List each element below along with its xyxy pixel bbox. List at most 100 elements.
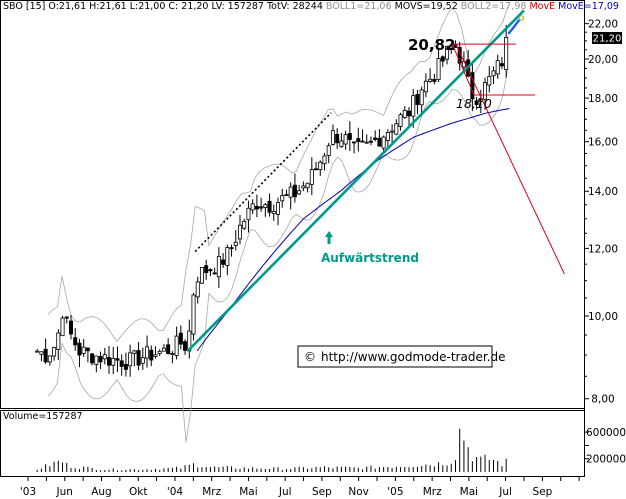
- time-tick-label: Mai: [239, 486, 257, 498]
- arrow-icon: [507, 19, 521, 35]
- candle-body: [183, 341, 188, 351]
- copyright-icon: ©: [304, 350, 316, 364]
- candle-body: [318, 161, 323, 171]
- candle-body: [483, 82, 488, 100]
- candle-body: [170, 353, 175, 355]
- volume-tick-label: 200000: [586, 454, 626, 466]
- candle-body: [119, 360, 124, 367]
- candle-body: [301, 185, 306, 189]
- candle-body: [39, 351, 44, 355]
- candle-body: [356, 138, 361, 143]
- candle-body: [385, 132, 390, 141]
- header-move2: MovE=17,09: [558, 1, 619, 12]
- time-tick-label: '03: [20, 486, 36, 498]
- candle-body: [368, 140, 373, 143]
- time-tick-label: Sep: [532, 486, 552, 498]
- candle-body: [229, 247, 234, 250]
- candle-body: [491, 70, 496, 77]
- price-tick-label: 20,00: [588, 54, 618, 66]
- arrow-head-marker: [518, 15, 525, 21]
- price-tick-label: 14,00: [588, 186, 618, 198]
- candle-body: [474, 100, 479, 105]
- candle-body: [330, 130, 335, 145]
- candle-body: [419, 89, 424, 106]
- candle-body: [242, 221, 247, 229]
- candle-body: [415, 94, 420, 105]
- candle-body: [157, 350, 162, 354]
- volume-tick-label: 600000: [586, 427, 626, 439]
- candle-body: [73, 337, 78, 346]
- candle-body: [284, 194, 289, 196]
- candle-body: [178, 332, 183, 345]
- candle-body: [115, 358, 120, 361]
- candle-body: [267, 200, 272, 213]
- volume-panel-frame: [0, 410, 585, 477]
- candle-body: [402, 110, 407, 118]
- up-arrow-icon: [325, 231, 333, 244]
- header-boll1: BOLL1=21,06: [326, 1, 392, 12]
- candle-body: [377, 137, 382, 147]
- price-tick-label: 12,00: [588, 243, 618, 255]
- candle-body: [128, 352, 133, 367]
- last-price-label: 21,20: [593, 34, 622, 45]
- candle-body: [373, 137, 378, 140]
- candle-body: [153, 354, 158, 357]
- candle-body: [161, 347, 166, 352]
- candle-body: [107, 357, 112, 366]
- time-tick-label: '05: [387, 486, 403, 498]
- candle-body: [77, 342, 82, 356]
- candle-body: [487, 76, 492, 86]
- candle-body: [297, 190, 302, 195]
- candle-body: [504, 36, 509, 70]
- candle-body: [204, 265, 209, 274]
- candle-body: [495, 60, 500, 75]
- candle-body: [56, 332, 61, 350]
- candle-body: [216, 256, 221, 278]
- time-tick-label: '04: [167, 486, 184, 498]
- candle-body: [292, 184, 297, 198]
- target-projection-line: [455, 44, 565, 275]
- header-ohlc: O:21,61 H:21,61 L:21,00 C: 21,20 LV: 157…: [48, 1, 322, 12]
- candle-body: [259, 206, 264, 209]
- last-price-box: [592, 32, 622, 44]
- candle-body: [280, 195, 285, 202]
- candle-body: [68, 320, 73, 335]
- candle-body: [111, 357, 116, 366]
- candle-body: [250, 203, 255, 211]
- time-tick-label: Mrz: [202, 486, 221, 498]
- candle-body: [406, 110, 411, 117]
- candle-body: [398, 114, 403, 127]
- time-tick-label: Mrz: [423, 486, 442, 498]
- candle-body: [208, 269, 213, 272]
- candle-body: [246, 207, 251, 221]
- candle-body: [254, 205, 259, 210]
- candle-body: [440, 56, 445, 62]
- watermark: © http://www.godmode-trader.de: [297, 345, 506, 368]
- volume-label: Volume=157287: [3, 411, 83, 422]
- candle-body: [432, 78, 437, 82]
- price-tick-label: 10,00: [588, 311, 618, 323]
- candle-body: [343, 134, 348, 145]
- candle-body: [195, 281, 200, 298]
- candle-body: [174, 335, 179, 356]
- candle-body: [237, 224, 242, 240]
- candle-body: [102, 354, 107, 360]
- time-tick-label: Jun: [56, 486, 73, 498]
- candle-body: [52, 347, 57, 357]
- candle-body: [436, 58, 441, 80]
- header-move1: MovE: [529, 1, 555, 12]
- candle-body: [132, 350, 137, 354]
- trend-annotation: Aufwärtstrend: [321, 231, 419, 265]
- uptrend-line: [186, 9, 525, 352]
- header-symbol: SBO [15]: [3, 1, 45, 12]
- candle-body: [360, 140, 365, 143]
- candle-body: [390, 130, 395, 133]
- time-tick-label: Sep: [312, 486, 332, 498]
- candle-body: [339, 140, 344, 147]
- candle-body: [221, 259, 226, 265]
- candle-body: [199, 266, 204, 284]
- candle-body: [314, 168, 319, 171]
- candle-body: [423, 80, 428, 93]
- candle-body: [499, 63, 504, 67]
- candle-body: [98, 356, 103, 363]
